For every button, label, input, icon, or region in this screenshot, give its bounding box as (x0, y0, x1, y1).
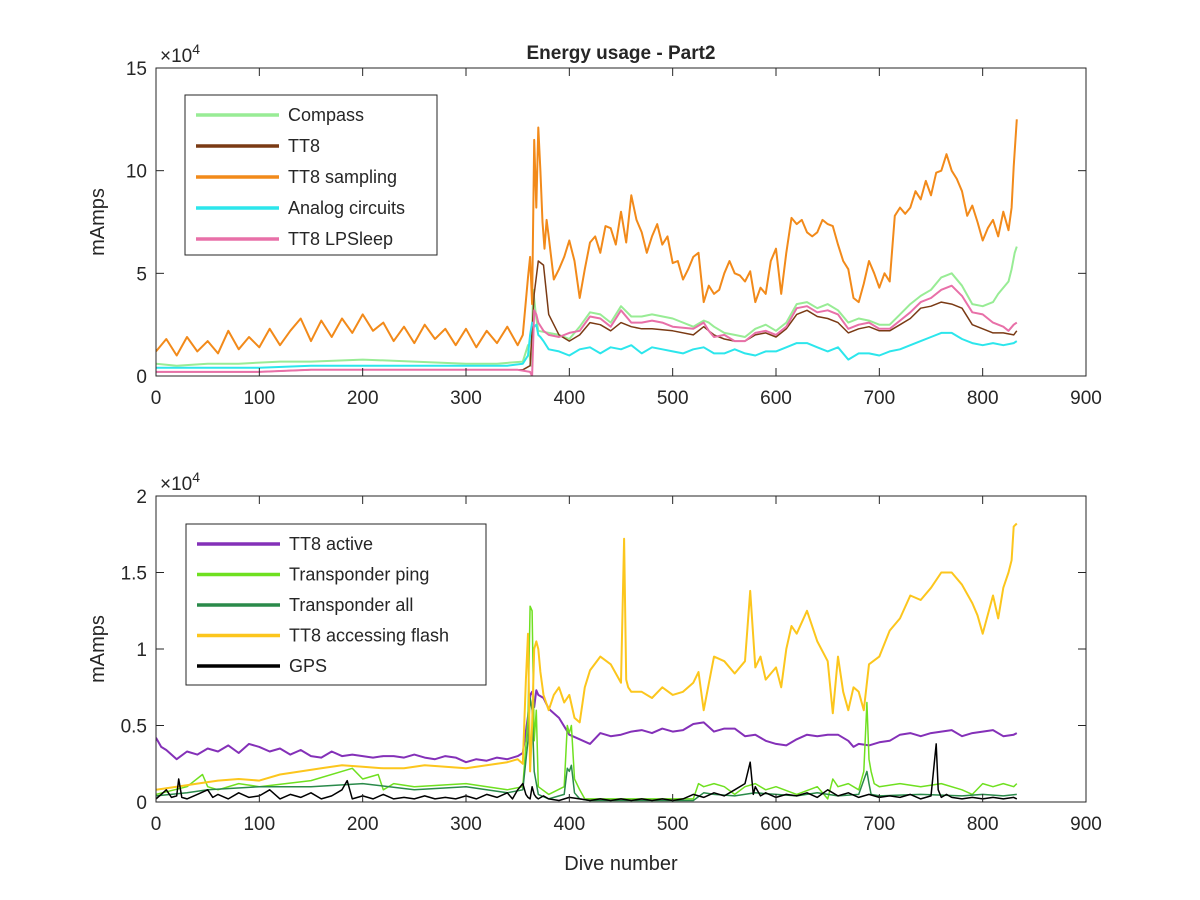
x-tick-label: 900 (1070, 388, 1102, 409)
y-axis-label: mAmps (87, 188, 109, 256)
y-tick-label: 0 (136, 367, 147, 388)
y-tick-label: 10 (126, 162, 147, 183)
y-tick-label: 0 (136, 793, 147, 814)
y-tick-label: 0.5 (121, 717, 147, 738)
x-tick-label: 600 (760, 814, 792, 835)
legend-label-4: GPS (289, 656, 327, 676)
series-line-1 (156, 260, 1018, 373)
axis-multiplier-exponent: 4 (192, 41, 200, 57)
y-tick-label: 1 (136, 640, 147, 661)
legend-label-1: TT8 (288, 136, 320, 156)
x-tick-label: 500 (657, 388, 689, 409)
axis-multiplier: ×104 (160, 469, 200, 495)
x-tick-label: 700 (863, 388, 895, 409)
legend-label-4: TT8 LPSleep (288, 229, 393, 249)
x-tick-label: 0 (151, 814, 162, 835)
axis-multiplier-base: ×10 (160, 46, 192, 67)
legend-label-0: Compass (288, 105, 364, 125)
legend-label-3: Analog circuits (288, 198, 405, 218)
x-tick-label: 900 (1070, 814, 1102, 835)
series-line-4 (156, 284, 1018, 376)
x-tick-label: 200 (347, 388, 379, 409)
series-line-4 (156, 743, 1018, 802)
y-tick-label: 5 (136, 264, 147, 285)
series-group (156, 119, 1018, 376)
series-line-3 (156, 522, 1018, 791)
x-tick-label: 700 (863, 814, 895, 835)
x-tick-label: 300 (450, 388, 482, 409)
figure-title: Energy usage - Part2 (526, 43, 715, 64)
x-tick-label: 800 (967, 814, 999, 835)
legend-box (184, 94, 438, 256)
legend-label-2: Transponder all (289, 595, 413, 615)
x-tick-label: 800 (967, 388, 999, 409)
y-tick-label: 15 (126, 59, 147, 80)
x-tick-label: 300 (450, 814, 482, 835)
x-tick-label: 0 (151, 388, 162, 409)
series-line-2 (156, 119, 1018, 357)
x-tick-label: 100 (243, 388, 275, 409)
x-tick-label: 500 (657, 814, 689, 835)
series-group (156, 522, 1018, 802)
y-tick-label: 2 (136, 487, 147, 508)
x-tick-label: 400 (553, 388, 585, 409)
legend-label-2: TT8 sampling (288, 167, 397, 187)
x-tick-label: 200 (347, 814, 379, 835)
legend-box (185, 523, 487, 686)
x-tick-label: 400 (553, 814, 585, 835)
legend-label-1: Transponder ping (289, 565, 429, 585)
axes-box (155, 67, 1087, 377)
x-tick-label: 600 (760, 388, 792, 409)
y-tick-label: 1.5 (121, 564, 147, 585)
axis-multiplier-base: ×10 (160, 474, 192, 495)
legend-label-3: TT8 accessing flash (289, 626, 449, 646)
axis-multiplier: ×104 (160, 41, 200, 67)
chart-top: 0 100 200 300 400 500 600 700 800 900 0 5 10 15 ×104 mA… (87, 41, 1102, 409)
series-line-3 (156, 321, 1018, 369)
x-axis-label: Dive number (564, 853, 678, 875)
axis-multiplier-exponent: 4 (192, 469, 200, 485)
y-axis-label: mAmps (87, 615, 109, 683)
series-line-0 (156, 246, 1018, 367)
chart-bottom: 0 100 200 300 400 500 600 700 800 900 0 0.5 1 1.5 2 ×10… (87, 469, 1102, 875)
legend-label-0: TT8 active (289, 534, 373, 554)
x-tick-label: 100 (243, 814, 275, 835)
